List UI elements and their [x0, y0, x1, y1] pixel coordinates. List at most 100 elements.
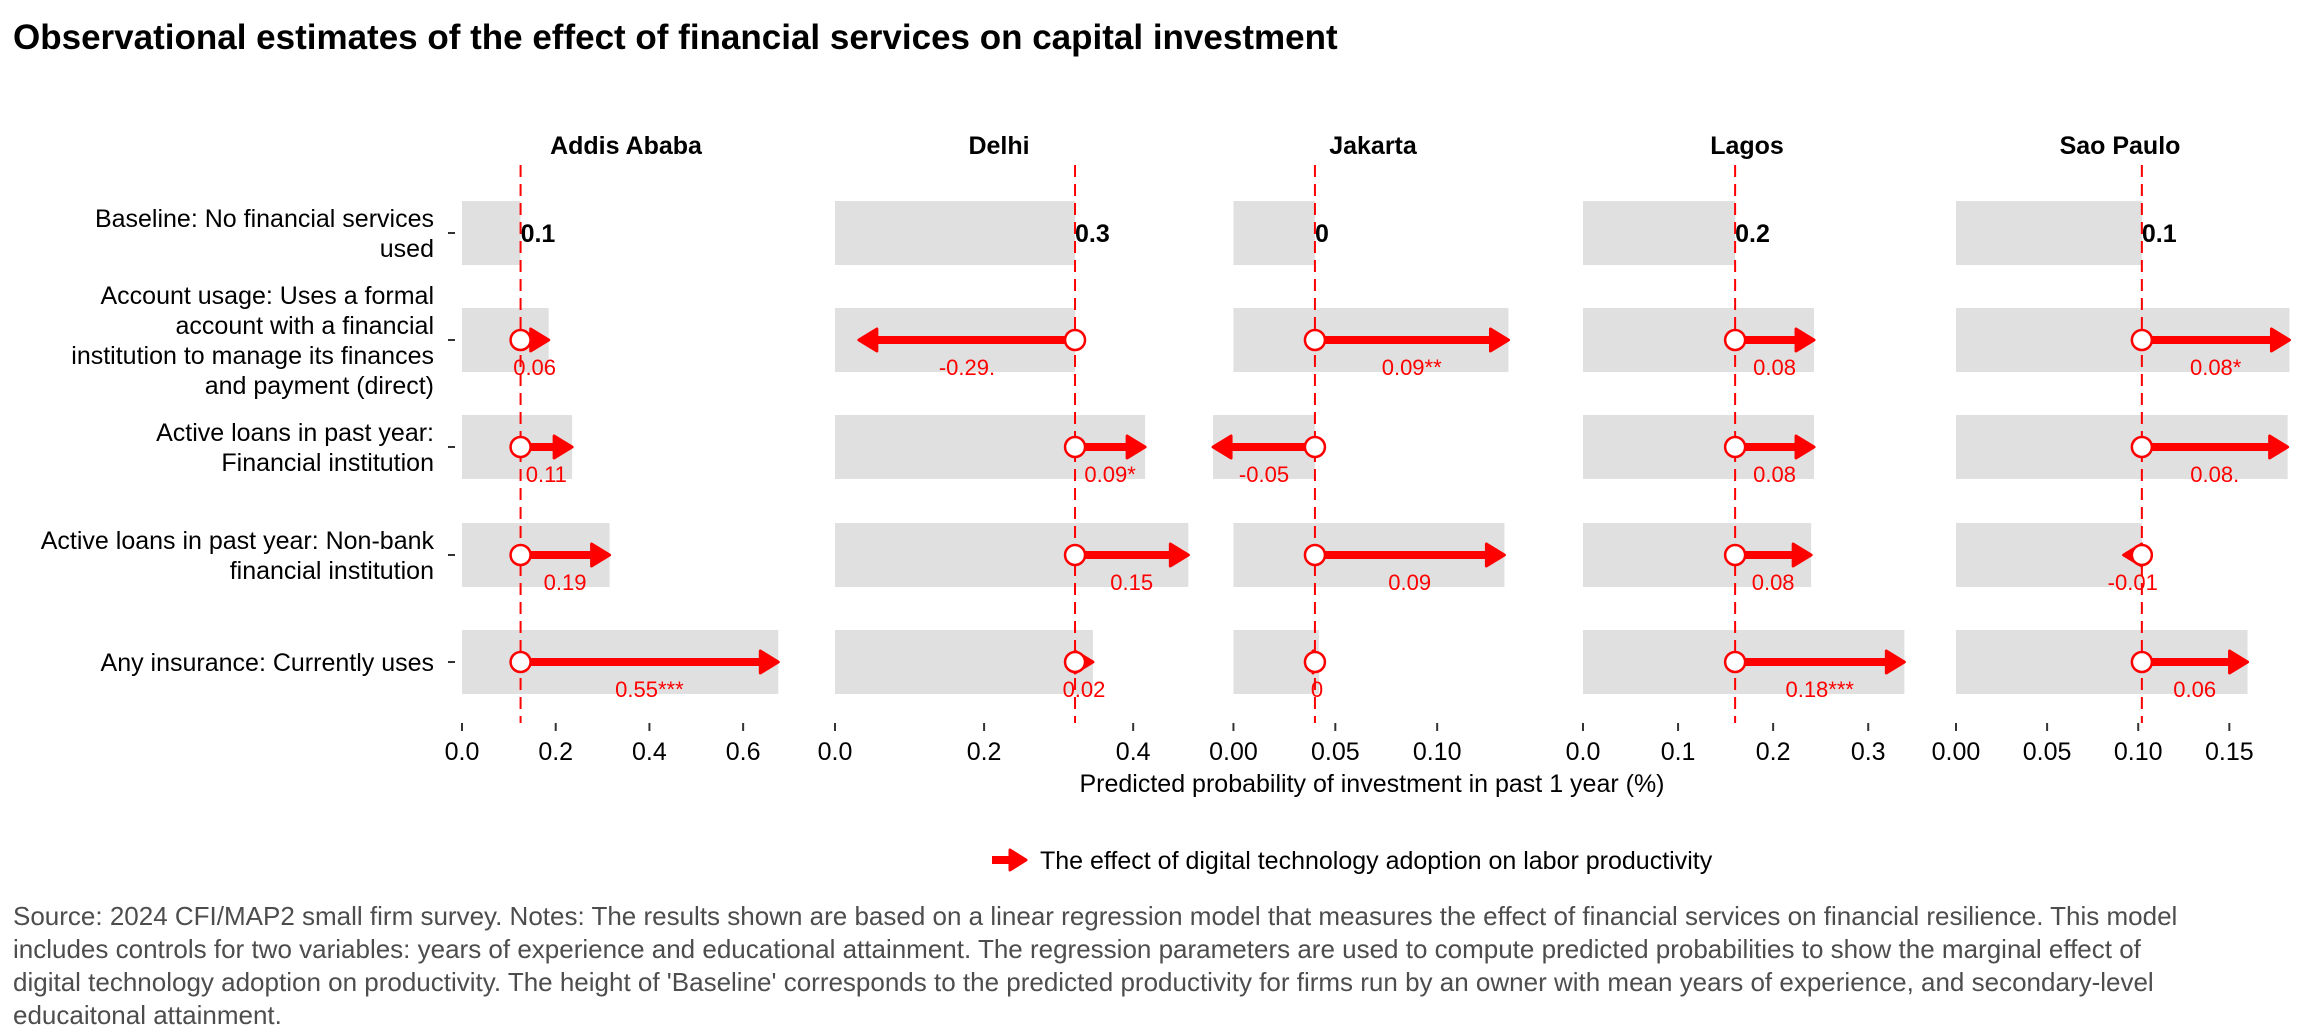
baseline-point: [509, 328, 532, 352]
panel-sao-paulo: Sao Paulo 0.1 0.08* 0.08. -0.01 0.06 0.00 0.05 0…: [1932, 132, 2291, 766]
x-tick-label: 0.00: [1209, 738, 1258, 766]
effect-arrow-head: [590, 542, 612, 568]
baseline-point: [1063, 650, 1087, 674]
effect-arrow-head: [2269, 327, 2291, 353]
effect-arrow-head: [1488, 327, 1510, 353]
panel-title: Delhi: [968, 132, 1029, 160]
bar: [835, 630, 1093, 694]
bar: [462, 201, 521, 265]
effect-value-label: 0.06: [513, 355, 556, 380]
baseline-point: [1723, 328, 1747, 352]
baseline-point: [1063, 435, 1087, 459]
category-label: and payment (direct): [205, 372, 434, 400]
bar: [1583, 201, 1736, 265]
effect-arrow-head: [1794, 327, 1816, 353]
x-tick-label: 0.0: [445, 738, 480, 766]
x-tick-label: 0.10: [2114, 738, 2163, 766]
panel-jakarta: Jakarta 0 0.09** -0.05 0.09 0 0.00 0.05 0.10: [1209, 132, 1510, 766]
panel-title: Addis Ababa: [550, 132, 703, 160]
x-tick-label: 0.4: [1116, 738, 1151, 766]
baseline-point: [2130, 543, 2154, 567]
x-tick-label: 0.1: [1661, 738, 1696, 766]
x-tick-label: 0.2: [538, 738, 573, 766]
legend: The effect of digital technology adoptio…: [992, 847, 1713, 875]
panel-lagos: Lagos 0.2 0.08 0.08 0.08 0.18*** 0.0 0.1 0.2 0.3: [1566, 132, 1906, 766]
category-label: used: [380, 235, 434, 263]
effect-value-label: 0.08.: [2190, 462, 2239, 487]
baseline-point: [1303, 435, 1327, 459]
category-label: Financial institution: [221, 449, 434, 477]
effect-value-label: -0.05: [1239, 462, 1289, 487]
effect-value-label: -0.29.: [939, 355, 995, 380]
baseline-value-label: 0.1: [2142, 220, 2177, 248]
x-tick-label: 0.2: [967, 738, 1002, 766]
effect-value-label: 0.08: [1753, 462, 1796, 487]
panel-delhi: Delhi 0.3 -0.29. 0.09* 0.15 0.02 0.0 0.2 0.4: [818, 132, 1190, 766]
legend-label: The effect of digital technology adoptio…: [1040, 847, 1713, 875]
effect-arrow-head: [1211, 434, 1233, 460]
baseline-point: [1303, 328, 1327, 352]
x-tick-label: 0.05: [1311, 738, 1360, 766]
effect-arrow-head: [1884, 649, 1906, 675]
bar: [1956, 523, 2142, 587]
effect-arrow-head: [1484, 542, 1506, 568]
panel-title: Lagos: [1710, 132, 1784, 160]
x-tick-label: 0.0: [1566, 738, 1601, 766]
x-axis-title: Predicted probability of investment in p…: [1080, 770, 1665, 798]
baseline-point: [1723, 543, 1747, 567]
x-tick-label: 0.2: [1756, 738, 1791, 766]
legend-arrow-head: [1008, 848, 1028, 872]
x-tick-label: 0.10: [1413, 738, 1462, 766]
chart-title: Observational estimates of the effect of…: [13, 18, 1338, 57]
category-label: Active loans in past year: Non-bank: [41, 527, 435, 555]
category-label: Account usage: Uses a formal: [101, 282, 435, 310]
effect-arrow-head: [552, 434, 574, 460]
bar: [1233, 201, 1315, 265]
effect-arrow-head: [758, 649, 780, 675]
baseline-point: [1303, 543, 1327, 567]
effect-value-label: 0.09: [1388, 570, 1431, 595]
baseline-point: [2130, 650, 2154, 674]
baseline-value-label: 0.3: [1075, 220, 1110, 248]
baseline-point: [1723, 650, 1747, 674]
effect-value-label: 0.11: [526, 462, 567, 487]
category-label: institution to manage its finances: [71, 342, 434, 370]
effect-value-label: 0.08: [1753, 355, 1796, 380]
baseline-value-label: 0: [1315, 220, 1329, 248]
effect-value-label: -0.01: [2108, 570, 2158, 595]
effect-arrow-head: [857, 327, 879, 353]
baseline-point: [1723, 435, 1747, 459]
x-tick-label: 0.05: [2023, 738, 2072, 766]
category-label: Active loans in past year:: [156, 419, 434, 447]
effect-value-label: 0.02: [1063, 677, 1106, 702]
baseline-point: [2130, 328, 2154, 352]
effect-value-label: 0: [1311, 677, 1323, 702]
effect-arrow-head: [1794, 434, 1816, 460]
effect-arrow-head: [1791, 542, 1813, 568]
x-tick-label: 0.6: [726, 738, 761, 766]
bar: [1956, 201, 2142, 265]
baseline-point: [509, 650, 532, 674]
effect-arrow-head: [2268, 434, 2290, 460]
baseline-point: [509, 435, 532, 459]
effect-value-label: 0.18***: [1785, 677, 1854, 702]
baseline-point: [1063, 328, 1087, 352]
effect-arrow-head: [2228, 649, 2250, 675]
baseline-value-label: 0.2: [1735, 220, 1770, 248]
baseline-point: [509, 543, 532, 567]
effect-value-label: 0.06: [2173, 677, 2216, 702]
x-tick-label: 0.3: [1851, 738, 1886, 766]
baseline-value-label: 0.1: [521, 220, 556, 248]
panel-title: Sao Paulo: [2060, 132, 2181, 160]
category-label: financial institution: [230, 557, 434, 585]
baseline-point: [2130, 435, 2154, 459]
x-tick-label: 0.0: [818, 738, 853, 766]
effect-arrow-head: [1168, 542, 1190, 568]
effect-arrow-head: [1125, 434, 1147, 460]
category-label: Baseline: No financial services: [95, 205, 434, 233]
baseline-point: [1303, 650, 1327, 674]
x-tick-label: 0.00: [1932, 738, 1981, 766]
effect-value-label: 0.09**: [1382, 355, 1442, 380]
source-caption: Source: 2024 CFI/MAP2 small firm survey.…: [13, 901, 2178, 1030]
effect-value-label: 0.15: [1110, 570, 1153, 595]
